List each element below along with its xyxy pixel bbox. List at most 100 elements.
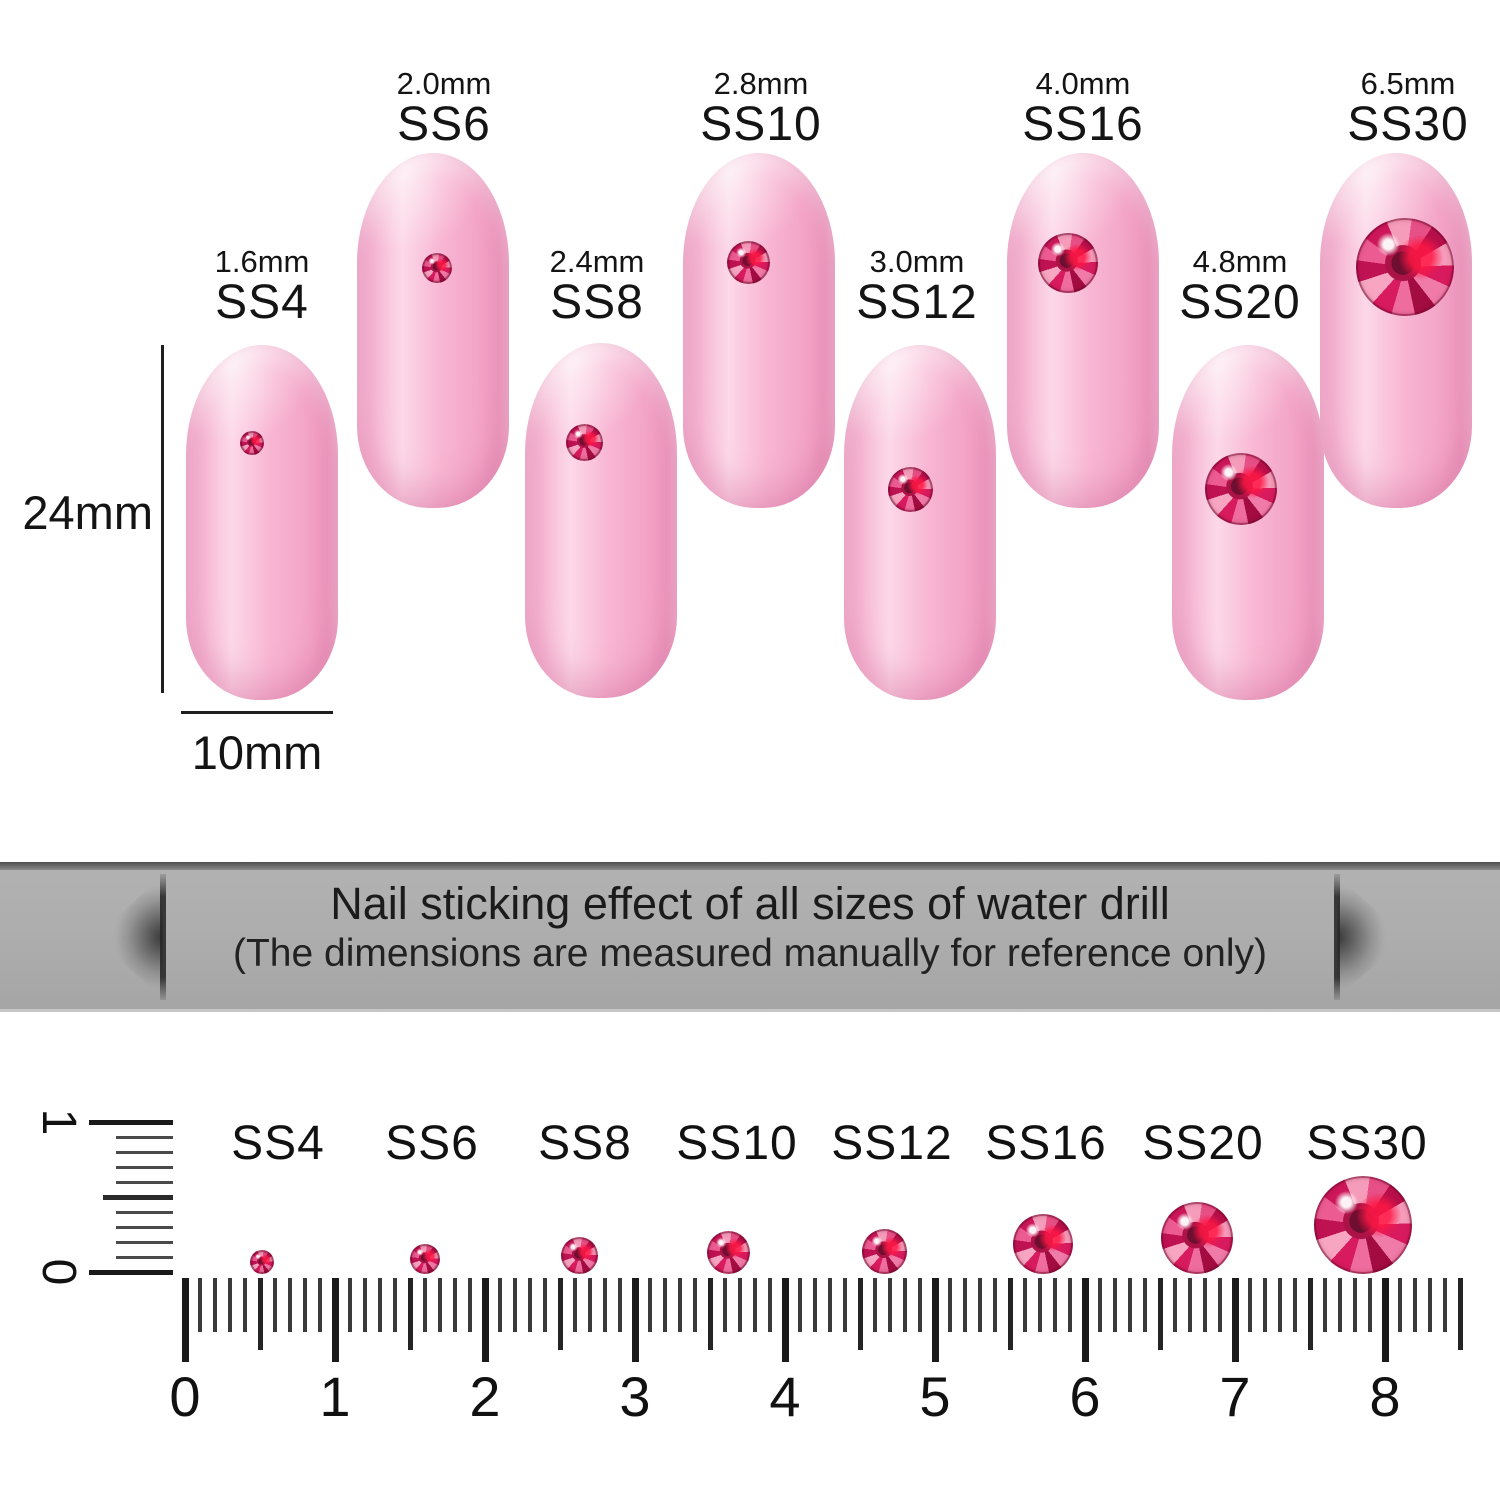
ruler-tick: [438, 1278, 442, 1332]
size-label-ss12: SS12: [856, 276, 978, 329]
size-label-ss16: SS16: [1022, 98, 1144, 151]
rhinestone-gem-ss30: [1356, 218, 1454, 316]
nail-height-label: 24mm: [22, 486, 153, 539]
vertical-ruler-tick: [116, 1136, 173, 1139]
ruler-tick: [993, 1278, 997, 1332]
ruler-gem-ss10: [707, 1231, 750, 1274]
ruler-number-8: 8: [1369, 1365, 1401, 1428]
ruler-tick: [228, 1278, 232, 1332]
size-label-mm-ss8: 2.4mm: [549, 244, 645, 279]
ruler-gem-ss30: [1314, 1176, 1412, 1274]
ruler-tick: [782, 1278, 789, 1362]
ruler-tick: [1458, 1278, 1463, 1350]
vertical-ruler-tick: [116, 1226, 173, 1229]
rhinestone-gem-ss6: [422, 253, 452, 283]
ruler-tick: [663, 1278, 667, 1332]
nail-sample-ss6: [357, 153, 509, 508]
ruler-tick: [753, 1278, 757, 1332]
ruler-tick: [348, 1278, 352, 1332]
rhinestone-gem-ss16: [1038, 233, 1098, 293]
ruler-tick: [332, 1278, 339, 1362]
ruler-tick: [1368, 1278, 1372, 1332]
ruler-number-0: 0: [169, 1365, 201, 1428]
rhinestone-gem-ss8: [566, 424, 603, 461]
ruler-tick: [1098, 1278, 1102, 1332]
nail-sample-ss10: [683, 153, 835, 508]
ruler-tick: [1293, 1278, 1297, 1332]
size-label-ss10: SS10: [700, 98, 822, 151]
ruler-tick: [363, 1278, 367, 1332]
ruler-label-ss12: SS12: [831, 1117, 953, 1170]
ruler-tick: [198, 1278, 202, 1332]
ruler-tick: [828, 1278, 832, 1332]
nail-width-line: [181, 711, 333, 714]
ruler-tick: [408, 1278, 413, 1350]
ruler-tick: [498, 1278, 502, 1332]
ruler-number-6: 6: [1069, 1365, 1101, 1428]
ruler-tick: [1382, 1278, 1389, 1362]
ruler-tick: [1113, 1278, 1117, 1332]
ruler-label-ss10: SS10: [676, 1117, 798, 1170]
ruler-tick: [1323, 1278, 1327, 1332]
ruler-tick: [813, 1278, 817, 1332]
ruler-tick: [632, 1278, 639, 1362]
ruler-tick: [948, 1278, 952, 1332]
ruler-tick: [573, 1278, 577, 1332]
ruler-tick: [603, 1278, 607, 1332]
vertical-ruler-tick: [116, 1211, 173, 1214]
ruler-tick: [1263, 1278, 1267, 1332]
ruler-number-5: 5: [919, 1365, 951, 1428]
ruler-label-ss6: SS6: [385, 1117, 479, 1170]
ruler-tick: [858, 1278, 863, 1350]
ruler-tick: [378, 1278, 382, 1332]
ruler-tick: [588, 1278, 592, 1332]
ruler-tick: [1173, 1278, 1177, 1332]
ruler-tick: [528, 1278, 532, 1332]
ruler-tick: [1353, 1278, 1357, 1332]
size-label-mm-ss6: 2.0mm: [396, 66, 492, 101]
nail-sample-ss30: [1320, 153, 1472, 508]
vertical-ruler-number-bottom: 0: [32, 1258, 85, 1286]
nail-width-label: 10mm: [191, 726, 323, 779]
ruler-tick: [618, 1278, 622, 1332]
ruler-number-7: 7: [1219, 1365, 1251, 1428]
ruler-tick: [423, 1278, 427, 1332]
ruler-tick: [978, 1278, 982, 1332]
ruler-tick: [1038, 1278, 1042, 1332]
left-spike-edge: [160, 874, 166, 1000]
ruler-tick: [1428, 1278, 1432, 1332]
ruler-tick: [1338, 1278, 1342, 1332]
ruler-tick: [918, 1278, 922, 1332]
size-label-mm-ss16: 4.0mm: [1035, 66, 1131, 101]
ruler-gem-ss16: [1013, 1214, 1073, 1274]
ruler-tick: [932, 1278, 939, 1362]
ruler-tick: [303, 1278, 307, 1332]
ruler-tick: [723, 1278, 727, 1332]
ruler-tick: [1008, 1278, 1013, 1350]
nail-sample-ss16: [1007, 153, 1159, 508]
vertical-ruler-tick: [116, 1256, 173, 1259]
ruler-tick: [1218, 1278, 1222, 1332]
ruler-tick: [182, 1278, 189, 1362]
ruler-tick: [1188, 1278, 1192, 1332]
ruler-tick: [243, 1278, 247, 1332]
ruler-tick: [648, 1278, 652, 1332]
ruler-tick: [1053, 1278, 1057, 1332]
size-label-mm-ss4: 1.6mm: [214, 244, 310, 279]
ruler-tick: [1248, 1278, 1252, 1332]
ruler-tick: [678, 1278, 682, 1332]
ruler-tick: [1082, 1278, 1089, 1362]
ruler-tick: [558, 1278, 563, 1350]
size-label-mm-ss30: 6.5mm: [1360, 66, 1456, 101]
rhinestone-gem-ss20: [1205, 453, 1277, 525]
ruler-tick: [888, 1278, 892, 1332]
ruler-tick: [1143, 1278, 1147, 1332]
ruler-label-ss20: SS20: [1142, 1117, 1264, 1170]
ruler-tick: [1398, 1278, 1402, 1332]
ruler-tick: [693, 1278, 697, 1332]
ruler-tick: [513, 1278, 517, 1332]
ruler-gem-ss8: [561, 1237, 598, 1274]
vertical-ruler-tick: [116, 1151, 173, 1154]
vertical-ruler-tick: [116, 1166, 173, 1169]
